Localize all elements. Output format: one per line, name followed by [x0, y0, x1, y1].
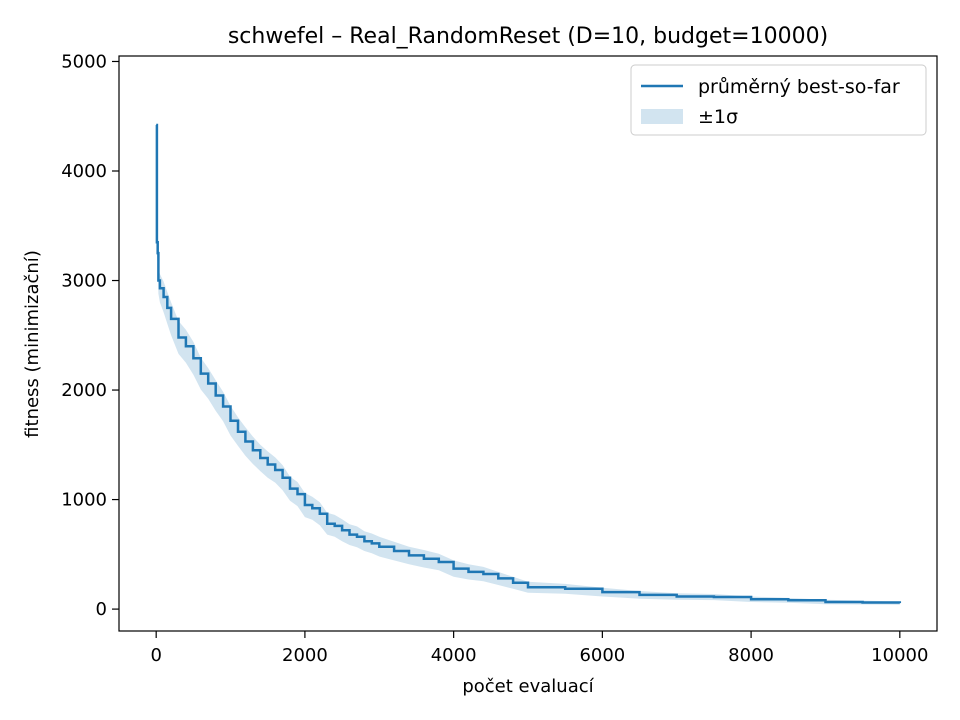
y-tick-label: 0 [96, 599, 107, 620]
x-axis-title: počet evaluací [462, 676, 594, 697]
x-tick-label: 2000 [282, 645, 328, 666]
x-tick-label: 8000 [728, 645, 774, 666]
legend: průměrný best-so-far ±1σ [630, 64, 927, 136]
x-tick-label: 10000 [871, 645, 928, 666]
series-line-mean [155, 123, 902, 604]
y-tick-label: 1000 [61, 490, 107, 511]
legend-label: ±1σ [698, 106, 738, 128]
axes-frame [118, 55, 938, 632]
legend-label: průměrný best-so-far [698, 76, 900, 98]
x-tick-label: 0 [150, 645, 161, 666]
legend-box [630, 64, 927, 136]
x-tick-label: 6000 [579, 645, 625, 666]
legend-band-swatch [641, 109, 683, 124]
y-tick-label: 2000 [61, 380, 107, 401]
y-tick-label: 5000 [61, 51, 107, 72]
y-tick-label: 4000 [61, 161, 107, 182]
x-tick-label: 4000 [431, 645, 477, 666]
y-tick-label: 3000 [61, 271, 107, 292]
y-axis-title: fitness (minimizační) [22, 250, 43, 438]
axes: 0 2000 4000 6000 8000 10000 0 1000 2000 3000 4000 5… [61, 51, 938, 666]
chart-title: schwefel – Real_RandomReset (D=10, budge… [228, 24, 828, 49]
plot-area [155, 123, 902, 605]
